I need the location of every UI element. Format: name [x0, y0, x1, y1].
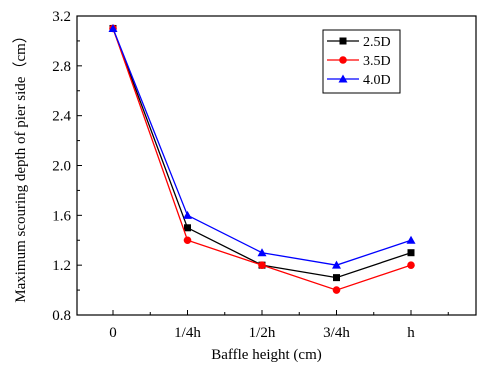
legend-label: 2.5D: [363, 35, 391, 50]
data-point: [407, 261, 415, 269]
x-axis-title: Baffle height (cm): [211, 347, 322, 363]
data-point: [183, 236, 192, 245]
data-point: [183, 210, 192, 219]
legend-label: 3.5D: [363, 54, 391, 69]
y-tick-label: 2.4: [52, 109, 71, 125]
y-tick-label: 1.2: [52, 258, 71, 274]
data-point: [258, 261, 266, 269]
legend-marker: [338, 74, 348, 83]
data-point: [406, 235, 416, 244]
y-tick-label: 1.6: [52, 208, 71, 224]
legend-marker: [339, 37, 347, 45]
legend-item: 4.0D: [327, 73, 391, 88]
series-4.0D: [108, 23, 416, 269]
data-point: [407, 249, 415, 257]
legend-item: 2.5D: [327, 35, 391, 50]
legend-label: 4.0D: [363, 73, 391, 88]
x-tick-label: 1/2h: [249, 325, 276, 341]
x-tick-label: 0: [109, 325, 117, 341]
legend-item: 3.5D: [327, 54, 391, 69]
y-tick-label: 2.0: [52, 159, 71, 175]
legend-box: [322, 29, 401, 94]
data-point: [333, 274, 340, 282]
data-point: [332, 286, 341, 294]
x-tick-label: h: [407, 325, 415, 341]
y-axis-title: Maximum scouring depth of pier side（cm）: [12, 28, 29, 303]
data-point: [257, 248, 267, 257]
legend-marker: [339, 56, 347, 64]
data-point: [184, 224, 191, 232]
y-tick-label: 0.8: [52, 308, 71, 324]
y-tick-label: 3.2: [52, 9, 71, 25]
x-tick-label: 1/4h: [174, 325, 201, 341]
x-tick-label: 3/4h: [323, 325, 350, 341]
data-point: [108, 23, 118, 32]
data-point: [332, 260, 341, 269]
y-tick-label: 2.8: [52, 59, 71, 75]
